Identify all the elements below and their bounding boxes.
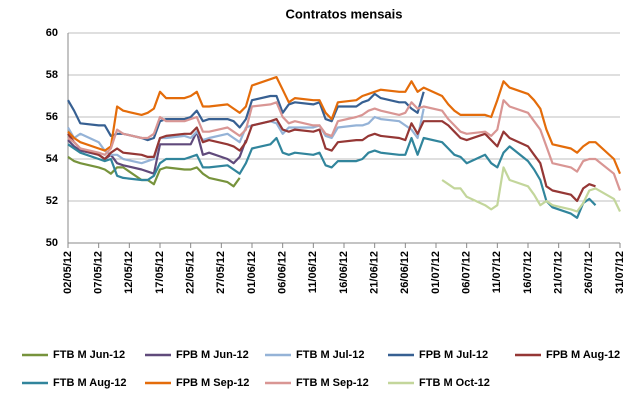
y-tick-label: 60 <box>46 27 58 39</box>
legend-label: FTB M Aug-12 <box>53 377 127 389</box>
series-line <box>67 136 597 219</box>
x-tick-label: 06/06/12 <box>277 251 289 294</box>
series-line <box>441 166 621 213</box>
legend-label: FPB M Aug-12 <box>546 349 620 361</box>
y-tick-label: 58 <box>46 69 58 81</box>
y-tick-label: 54 <box>46 153 59 165</box>
legend-label: FTB M Oct-12 <box>419 377 490 389</box>
legend-label: FPB M Jul-12 <box>419 349 488 361</box>
x-tick-label: 11/06/12 <box>307 251 319 293</box>
series-line <box>67 99 622 191</box>
x-tick-label: 26/06/12 <box>399 251 411 294</box>
x-tick-label: 21/06/12 <box>369 251 381 294</box>
x-tick-label: 16/07/12 <box>522 251 534 294</box>
x-tick-label: 12/05/12 <box>123 251 135 294</box>
x-tick-label: 02/05/12 <box>62 251 74 294</box>
x-tick-label: 06/07/12 <box>461 251 473 294</box>
x-tick-label: 21/07/12 <box>553 251 565 294</box>
x-tick-label: 11/07/12 <box>491 251 503 293</box>
x-tick-label: 17/05/12 <box>154 251 166 294</box>
legend-label: FTB M Jun-12 <box>53 349 125 361</box>
x-tick-label: 01/07/12 <box>430 251 442 294</box>
x-tick-label: 07/05/12 <box>93 251 105 294</box>
x-tick-label: 01/06/12 <box>246 251 258 294</box>
y-tick-label: 50 <box>46 237 58 249</box>
x-tick-label: 31/07/12 <box>614 251 626 294</box>
y-tick-label: 52 <box>46 195 58 207</box>
x-tick-label: 27/05/12 <box>215 251 227 294</box>
series-line <box>67 155 241 188</box>
legend-label: FTB M Sep-12 <box>296 377 369 389</box>
chart-title: Contratos mensais <box>285 6 402 21</box>
x-tick-label: 16/06/12 <box>338 251 350 294</box>
legend-label: FTB M Jul-12 <box>296 349 364 361</box>
series-line <box>67 118 596 203</box>
legend-label: FPB M Jun-12 <box>176 349 249 361</box>
series-line <box>67 76 622 175</box>
y-tick-label: 56 <box>46 111 58 123</box>
x-tick-label: 22/05/12 <box>185 251 197 294</box>
x-tick-label: 26/07/12 <box>583 251 595 294</box>
legend-label: FPB M Sep-12 <box>176 377 249 389</box>
